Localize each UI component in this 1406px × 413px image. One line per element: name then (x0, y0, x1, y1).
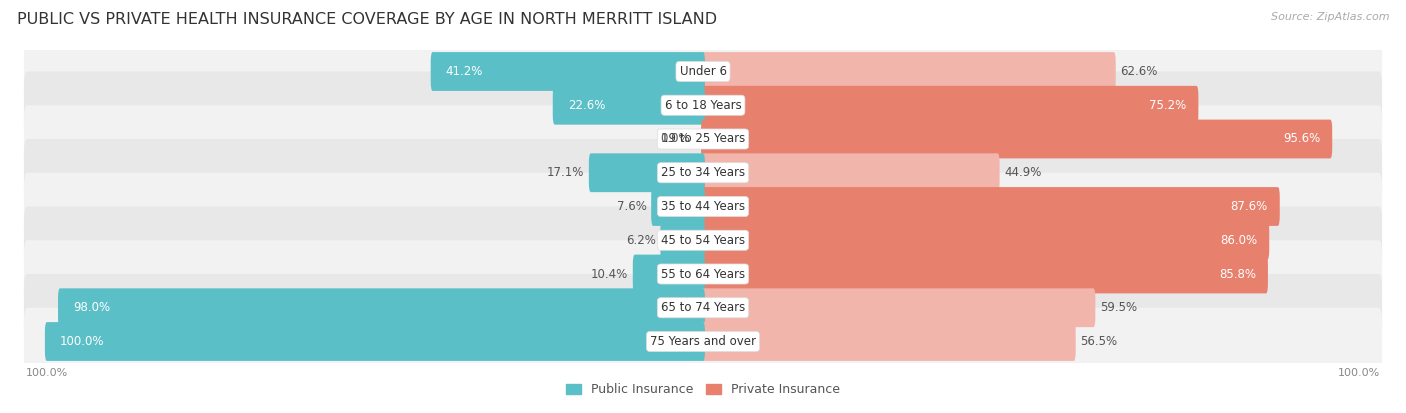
FancyBboxPatch shape (24, 105, 1382, 173)
FancyBboxPatch shape (24, 71, 1382, 139)
Text: 45 to 54 Years: 45 to 54 Years (661, 234, 745, 247)
FancyBboxPatch shape (702, 120, 1333, 159)
FancyBboxPatch shape (24, 274, 1382, 342)
Text: 7.6%: 7.6% (617, 200, 647, 213)
FancyBboxPatch shape (702, 322, 1076, 361)
Legend: Public Insurance, Private Insurance: Public Insurance, Private Insurance (561, 378, 845, 401)
FancyBboxPatch shape (58, 288, 704, 327)
Text: 41.2%: 41.2% (446, 65, 484, 78)
FancyBboxPatch shape (651, 187, 704, 226)
Text: 55 to 64 Years: 55 to 64 Years (661, 268, 745, 280)
Text: 62.6%: 62.6% (1121, 65, 1157, 78)
FancyBboxPatch shape (45, 322, 704, 361)
FancyBboxPatch shape (24, 38, 1382, 105)
Text: Source: ZipAtlas.com: Source: ZipAtlas.com (1271, 12, 1389, 22)
Text: Under 6: Under 6 (679, 65, 727, 78)
Text: 86.0%: 86.0% (1220, 234, 1257, 247)
Text: 22.6%: 22.6% (568, 99, 605, 112)
Text: 56.5%: 56.5% (1080, 335, 1118, 348)
Text: 10.4%: 10.4% (591, 268, 628, 280)
FancyBboxPatch shape (589, 153, 704, 192)
FancyBboxPatch shape (702, 153, 1000, 192)
Text: 6.2%: 6.2% (626, 234, 655, 247)
Text: 75.2%: 75.2% (1149, 99, 1187, 112)
FancyBboxPatch shape (702, 86, 1198, 125)
Text: PUBLIC VS PRIVATE HEALTH INSURANCE COVERAGE BY AGE IN NORTH MERRITT ISLAND: PUBLIC VS PRIVATE HEALTH INSURANCE COVER… (17, 12, 717, 27)
FancyBboxPatch shape (24, 139, 1382, 206)
Text: 44.9%: 44.9% (1004, 166, 1042, 179)
FancyBboxPatch shape (702, 288, 1095, 327)
Text: 65 to 74 Years: 65 to 74 Years (661, 301, 745, 314)
FancyBboxPatch shape (702, 254, 1268, 293)
FancyBboxPatch shape (24, 240, 1382, 308)
Text: 6 to 18 Years: 6 to 18 Years (665, 99, 741, 112)
Text: 25 to 34 Years: 25 to 34 Years (661, 166, 745, 179)
FancyBboxPatch shape (24, 173, 1382, 240)
FancyBboxPatch shape (24, 308, 1382, 375)
FancyBboxPatch shape (430, 52, 704, 91)
Text: 59.5%: 59.5% (1099, 301, 1137, 314)
Text: 87.6%: 87.6% (1230, 200, 1268, 213)
Text: 100.0%: 100.0% (60, 335, 104, 348)
Text: 98.0%: 98.0% (73, 301, 110, 314)
Text: 19 to 25 Years: 19 to 25 Years (661, 133, 745, 145)
Text: 35 to 44 Years: 35 to 44 Years (661, 200, 745, 213)
FancyBboxPatch shape (702, 52, 1116, 91)
Text: 75 Years and over: 75 Years and over (650, 335, 756, 348)
Text: 17.1%: 17.1% (547, 166, 585, 179)
FancyBboxPatch shape (702, 187, 1279, 226)
FancyBboxPatch shape (661, 221, 704, 260)
Text: 0.0%: 0.0% (661, 133, 690, 145)
Text: 85.8%: 85.8% (1219, 268, 1256, 280)
Text: 95.6%: 95.6% (1284, 133, 1320, 145)
FancyBboxPatch shape (633, 254, 704, 293)
FancyBboxPatch shape (553, 86, 704, 125)
FancyBboxPatch shape (702, 221, 1270, 260)
FancyBboxPatch shape (24, 206, 1382, 274)
